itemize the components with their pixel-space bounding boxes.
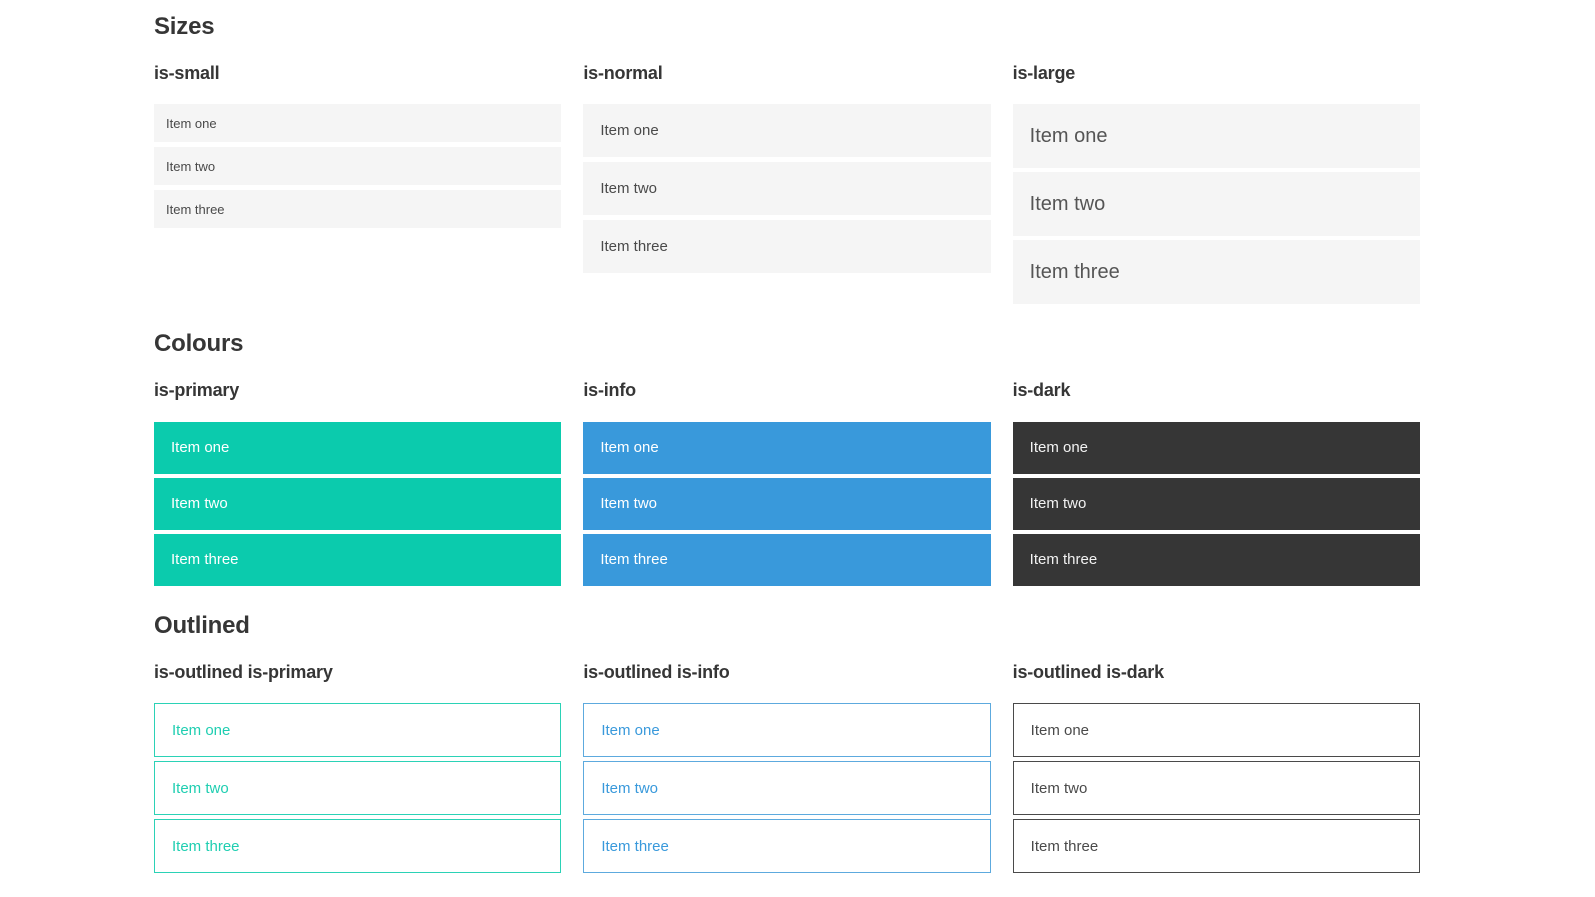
list-item[interactable]: Item one [154, 104, 562, 143]
block-list-large: Item one Item two Item three [1012, 104, 1420, 305]
colours-columns: is-primary Item one Item two Item three … [154, 380, 1420, 586]
list-item[interactable]: Item one [583, 703, 991, 758]
group-is-info: is-info Item one Item two Item three [583, 380, 991, 586]
group-is-large: is-large Item one Item two Item three [1012, 62, 1420, 305]
block-list-primary: Item one Item two Item three [154, 421, 562, 586]
list-item[interactable]: Item three [154, 819, 562, 874]
block-list-outlined-dark: Item one Item two Item three [1012, 703, 1420, 874]
list-item[interactable]: Item three [583, 533, 991, 586]
sizes-columns: is-small Item one Item two Item three is… [154, 63, 1420, 305]
list-item[interactable]: Item three [583, 819, 991, 874]
list-item[interactable]: Item two [583, 162, 991, 216]
block-list-info: Item one Item two Item three [583, 421, 991, 586]
list-item[interactable]: Item two [583, 761, 991, 816]
list-item[interactable]: Item two [583, 477, 991, 530]
block-list-outlined-primary: Item one Item two Item three [154, 703, 562, 874]
list-item[interactable]: Item three [1012, 240, 1420, 305]
group-label-is-outlined-is-info: is-outlined is-info [583, 661, 730, 682]
section-title-outlined: Outlined [154, 611, 250, 639]
block-list-small: Item one Item two Item three [154, 104, 562, 229]
group-is-outlined-is-primary: is-outlined is-primary Item one Item two… [154, 661, 562, 874]
group-is-small: is-small Item one Item two Item three [154, 62, 562, 229]
group-is-normal: is-normal Item one Item two Item three [583, 62, 991, 274]
list-item[interactable]: Item one [583, 104, 991, 158]
list-item[interactable]: Item two [1012, 477, 1420, 530]
outlined-columns: is-outlined is-primary Item one Item two… [154, 662, 1420, 874]
group-label-is-outlined-is-dark: is-outlined is-dark [1012, 661, 1164, 682]
list-item[interactable]: Item two [1012, 761, 1420, 816]
group-label-is-dark: is-dark [1012, 380, 1071, 401]
group-label-is-info: is-info [583, 380, 636, 401]
block-list-outlined-info: Item one Item two Item three [583, 703, 991, 874]
list-item[interactable]: Item two [154, 477, 562, 530]
group-label-is-outlined-is-primary: is-outlined is-primary [154, 661, 333, 682]
section-sizes: Sizes is-small Item one Item two Item th… [154, 13, 1420, 305]
group-is-dark: is-dark Item one Item two Item three [1012, 380, 1420, 586]
list-item[interactable]: Item one [154, 703, 562, 758]
section-title-colours: Colours [154, 330, 244, 358]
group-label-is-small: is-small [154, 62, 220, 83]
group-is-outlined-is-dark: is-outlined is-dark Item one Item two It… [1012, 661, 1420, 874]
list-item[interactable]: Item three [1012, 819, 1420, 874]
list-item[interactable]: Item one [154, 421, 562, 474]
block-list-normal: Item one Item two Item three [583, 104, 991, 274]
section-colours: Colours is-primary Item one Item two Ite… [154, 330, 1420, 586]
list-item[interactable]: Item three [154, 533, 562, 586]
list-item[interactable]: Item one [1012, 703, 1420, 758]
list-item[interactable]: Item one [1012, 421, 1420, 474]
list-item[interactable]: Item two [154, 147, 562, 186]
list-item[interactable]: Item one [583, 421, 991, 474]
list-item[interactable]: Item three [154, 190, 562, 229]
list-item[interactable]: Item three [1012, 533, 1420, 586]
group-label-is-normal: is-normal [583, 62, 663, 83]
group-is-outlined-is-info: is-outlined is-info Item one Item two It… [583, 661, 991, 874]
section-outlined: Outlined is-outlined is-primary Item one… [154, 611, 1420, 874]
group-label-is-large: is-large [1012, 62, 1076, 83]
section-title-sizes: Sizes [154, 13, 215, 40]
list-item[interactable]: Item one [1012, 104, 1420, 169]
list-item[interactable]: Item three [583, 220, 991, 274]
list-item[interactable]: Item two [154, 761, 562, 816]
group-label-is-primary: is-primary [154, 380, 240, 401]
list-item[interactable]: Item two [1012, 172, 1420, 237]
block-list-dark: Item one Item two Item three [1012, 421, 1420, 586]
group-is-primary: is-primary Item one Item two Item three [154, 380, 562, 586]
